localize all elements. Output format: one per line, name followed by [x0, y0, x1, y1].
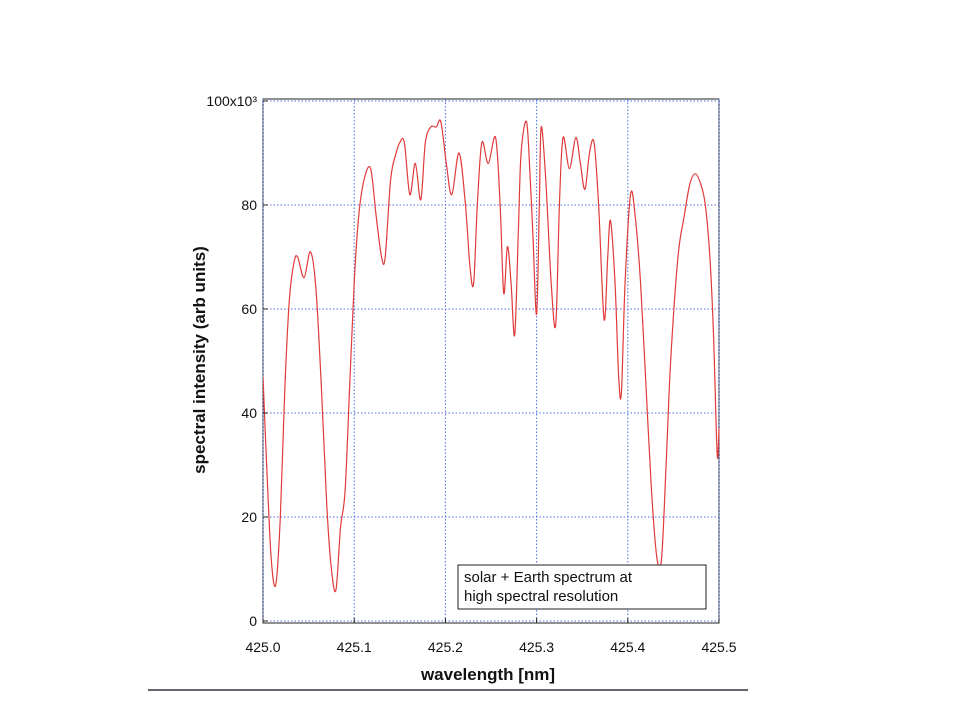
y-tick-label: 60 [241, 301, 257, 317]
spectrum-line [263, 119, 720, 593]
annotation: high spectral resolution [464, 588, 618, 605]
y-tick-label: 20 [241, 509, 257, 525]
y-tick-label: 40 [241, 405, 257, 421]
x-tick-label: 425.4 [610, 639, 645, 655]
annotation: solar + Earth spectrum at [464, 569, 633, 586]
y-tick-label: 80 [241, 197, 257, 213]
x-tick-label: 425.2 [428, 639, 463, 655]
y-axis-label: spectral intensity (arb units) [190, 246, 209, 474]
plot-frame [262, 98, 720, 624]
y-tick-label: 100x10³ [206, 93, 257, 109]
legend-box [457, 564, 707, 610]
x-tick-label: 425.3 [519, 639, 554, 655]
x-tick-label: 425.5 [701, 639, 736, 655]
x-tick-label: 425.1 [337, 639, 372, 655]
x-tick-label: 425.0 [245, 639, 280, 655]
x-axis-label: wavelength [nm] [420, 665, 555, 684]
y-tick-label: 0 [249, 613, 257, 629]
